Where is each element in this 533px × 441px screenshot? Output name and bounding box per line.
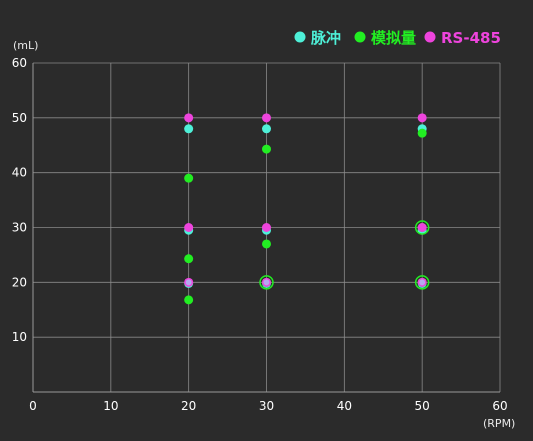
- x-tick-label: 30: [259, 399, 274, 413]
- x-tick-label: 60: [492, 399, 507, 413]
- data-point: [417, 128, 427, 138]
- data-point: [262, 124, 271, 134]
- data-point: [184, 295, 194, 305]
- legend-marker: [424, 31, 436, 43]
- data-point: [184, 254, 194, 264]
- data-point: [262, 144, 271, 154]
- data-point-overlap-ring: [259, 275, 274, 290]
- data-point-overlap-core: [263, 279, 270, 286]
- data-point: [417, 113, 427, 123]
- legend: 脉冲 模拟量 RS-485: [294, 29, 501, 47]
- y-tick-label: 10: [12, 330, 27, 344]
- data-point: [184, 173, 194, 183]
- data-point: [262, 223, 271, 232]
- legend-label: 脉冲: [310, 29, 341, 47]
- x-tick-label: 0: [29, 399, 37, 413]
- x-tick-label: 40: [337, 399, 352, 413]
- y-tick-label: 30: [12, 221, 27, 235]
- x-tick-label: 50: [415, 399, 430, 413]
- legend-item: RS-485: [424, 29, 501, 47]
- data-point: [184, 223, 194, 232]
- data-point-overlap-ring: [414, 275, 430, 290]
- data-point-overlap-core: [419, 279, 426, 286]
- legend-marker: [354, 31, 366, 43]
- data-point: [184, 124, 194, 134]
- y-tick-label: 40: [12, 166, 27, 180]
- data-point: [184, 113, 194, 123]
- y-tick-label: 60: [12, 56, 27, 70]
- legend-item: 模拟量: [354, 29, 416, 47]
- x-tick-label: 10: [103, 399, 118, 413]
- y-axis-label: (mL): [13, 39, 38, 52]
- y-tick-label: 20: [12, 275, 27, 289]
- data-point-overlap-core: [185, 279, 192, 286]
- legend-marker: [294, 31, 306, 43]
- x-axis-label: (RPM): [483, 417, 515, 430]
- data-point: [417, 223, 427, 232]
- data-points: [184, 113, 430, 305]
- legend-label: 模拟量: [371, 29, 416, 47]
- data-point: [262, 113, 271, 123]
- x-tick-label: 20: [181, 399, 196, 413]
- y-tick-label: 50: [12, 111, 27, 125]
- legend-label: RS-485: [441, 29, 501, 47]
- legend-item: 脉冲: [294, 29, 341, 47]
- data-point: [262, 239, 271, 249]
- axes: 0 10 20 30 40 50 60 10 20 30 40 50 60 (mL) (RPM): [12, 39, 516, 430]
- data-point-overlap-ring: [414, 220, 430, 235]
